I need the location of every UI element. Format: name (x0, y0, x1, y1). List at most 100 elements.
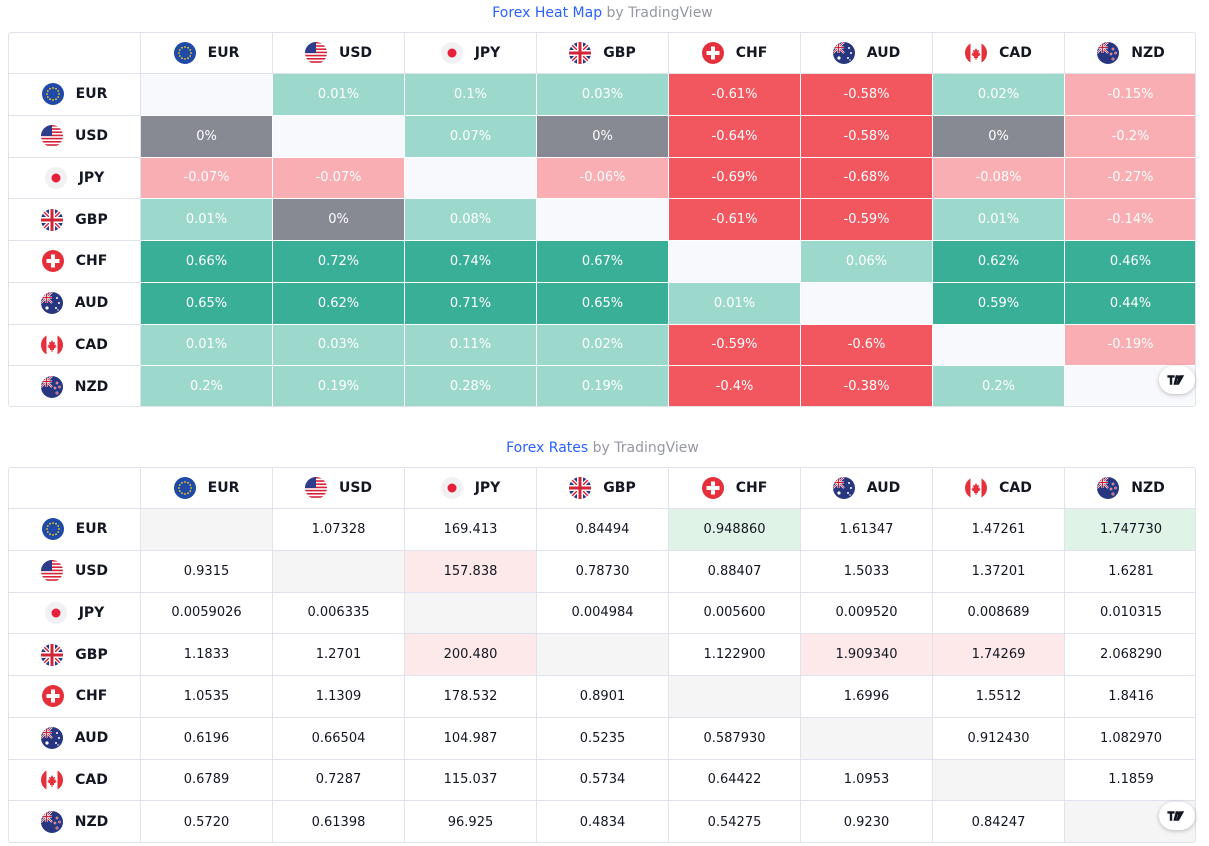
heatmap-cell[interactable]: 0.2% (933, 366, 1065, 406)
heatmap-cell[interactable]: -0.6% (801, 324, 933, 367)
heatmap-cell[interactable]: 0.01% (141, 199, 273, 241)
heatmap-cell[interactable]: 0.01% (273, 74, 405, 116)
rate-cell[interactable]: 0.5235 (537, 717, 669, 760)
row-header-gbp[interactable]: GBP (9, 634, 141, 676)
heatmap-title-link[interactable]: Forex Heat Map (492, 5, 603, 21)
rate-cell[interactable]: 1.122900 (669, 634, 801, 676)
heatmap-cell[interactable]: 0.03% (273, 324, 405, 367)
rate-cell[interactable]: 1.2701 (273, 634, 405, 676)
heatmap-cell[interactable]: 0.59% (933, 282, 1065, 325)
rate-cell[interactable]: 0.54275 (669, 801, 801, 842)
heatmap-cell[interactable]: -0.08% (933, 157, 1065, 200)
heatmap-cell[interactable]: -0.59% (801, 199, 933, 241)
rate-cell[interactable]: 157.838 (405, 550, 537, 593)
heatmap-cell[interactable]: 0.19% (537, 366, 669, 406)
heatmap-cell[interactable]: -0.07% (273, 157, 405, 200)
rate-cell[interactable]: 0.9230 (801, 801, 933, 842)
rate-cell[interactable]: 0.004984 (537, 592, 669, 635)
rate-cell[interactable]: 0.006335 (273, 592, 405, 635)
rate-cell[interactable]: 1.5033 (801, 550, 933, 593)
heatmap-cell[interactable]: 0.67% (537, 241, 669, 283)
heatmap-cell[interactable]: 0.03% (537, 74, 669, 116)
rate-cell[interactable]: 0.6789 (141, 759, 273, 802)
column-header-nzd[interactable]: NZD (1065, 468, 1195, 509)
rate-cell[interactable]: 0.0059026 (141, 592, 273, 635)
rate-cell[interactable]: 115.037 (405, 759, 537, 802)
column-header-usd[interactable]: USD (273, 33, 405, 74)
column-header-gbp[interactable]: GBP (537, 468, 669, 509)
heatmap-cell[interactable]: 0.06% (801, 241, 933, 283)
heatmap-cell[interactable]: 0% (933, 115, 1065, 158)
row-header-aud[interactable]: AUD (9, 282, 141, 325)
rate-cell[interactable]: 178.532 (405, 676, 537, 718)
heatmap-cell[interactable]: 0.72% (273, 241, 405, 283)
heatmap-cell[interactable]: 0.2% (141, 366, 273, 406)
rate-cell[interactable]: 0.6196 (141, 717, 273, 760)
rate-cell[interactable]: 1.5512 (933, 676, 1065, 718)
rate-cell[interactable]: 0.948860 (669, 509, 801, 551)
row-header-chf[interactable]: CHF (9, 676, 141, 718)
heatmap-cell[interactable]: 0.08% (405, 199, 537, 241)
rate-cell[interactable]: 1.1859 (1065, 759, 1195, 802)
heatmap-cell[interactable]: 0.62% (933, 241, 1065, 283)
column-header-eur[interactable]: EUR (141, 468, 273, 509)
rate-cell[interactable]: 0.61398 (273, 801, 405, 842)
rates-title-by[interactable]: by TradingView (592, 440, 699, 456)
heatmap-cell[interactable]: -0.61% (669, 199, 801, 241)
rate-cell[interactable]: 1.1309 (273, 676, 405, 718)
rate-cell[interactable]: 0.587930 (669, 717, 801, 760)
rate-cell[interactable]: 1.37201 (933, 550, 1065, 593)
rate-cell[interactable]: 1.61347 (801, 509, 933, 551)
row-header-cad[interactable]: CAD (9, 324, 141, 367)
rate-cell[interactable]: 1.07328 (273, 509, 405, 551)
heatmap-cell[interactable]: -0.58% (801, 74, 933, 116)
heatmap-cell[interactable]: -0.68% (801, 157, 933, 200)
row-header-eur[interactable]: EUR (9, 74, 141, 116)
heatmap-cell[interactable]: 0.02% (933, 74, 1065, 116)
heatmap-cell[interactable]: -0.27% (1065, 157, 1195, 200)
heatmap-cell[interactable]: 0.01% (669, 282, 801, 325)
row-header-usd[interactable]: USD (9, 550, 141, 593)
rate-cell[interactable]: 0.008689 (933, 592, 1065, 635)
rate-cell[interactable]: 104.987 (405, 717, 537, 760)
rate-cell[interactable]: 0.005600 (669, 592, 801, 635)
rate-cell[interactable]: 0.84494 (537, 509, 669, 551)
heatmap-cell[interactable]: 0% (537, 115, 669, 158)
rate-cell[interactable]: 1.6996 (801, 676, 933, 718)
heatmap-cell[interactable]: 0.62% (273, 282, 405, 325)
rate-cell[interactable]: 0.84247 (933, 801, 1065, 842)
heatmap-cell[interactable]: 0.1% (405, 74, 537, 116)
rate-cell[interactable]: 2.068290 (1065, 634, 1195, 676)
row-header-cad[interactable]: CAD (9, 759, 141, 802)
heatmap-cell[interactable]: 0.11% (405, 324, 537, 367)
rate-cell[interactable]: 1.74269 (933, 634, 1065, 676)
rates-title-link[interactable]: Forex Rates (506, 440, 589, 456)
heatmap-cell[interactable]: 0.01% (933, 199, 1065, 241)
tradingview-badge[interactable] (1159, 366, 1195, 394)
column-header-aud[interactable]: AUD (801, 468, 933, 509)
rate-cell[interactable]: 0.64422 (669, 759, 801, 802)
rate-cell[interactable]: 0.5720 (141, 801, 273, 842)
heatmap-cell[interactable]: -0.38% (801, 366, 933, 406)
heatmap-cell[interactable]: -0.2% (1065, 115, 1195, 158)
rate-cell[interactable]: 1.1833 (141, 634, 273, 676)
rate-cell[interactable]: 169.413 (405, 509, 537, 551)
column-header-eur[interactable]: EUR (141, 33, 273, 74)
heatmap-cell[interactable]: 0.74% (405, 241, 537, 283)
heatmap-cell[interactable]: 0% (273, 199, 405, 241)
row-header-aud[interactable]: AUD (9, 717, 141, 760)
heatmap-cell[interactable]: 0.71% (405, 282, 537, 325)
tradingview-badge-rates[interactable] (1159, 802, 1195, 830)
rate-cell[interactable]: 1.47261 (933, 509, 1065, 551)
heatmap-cell[interactable]: -0.15% (1065, 74, 1195, 116)
rate-cell[interactable]: 0.4834 (537, 801, 669, 842)
column-header-jpy[interactable]: JPY (405, 33, 537, 74)
heatmap-cell[interactable]: -0.06% (537, 157, 669, 200)
heatmap-cell[interactable]: -0.19% (1065, 324, 1195, 367)
column-header-gbp[interactable]: GBP (537, 33, 669, 74)
rate-cell[interactable]: 0.009520 (801, 592, 933, 635)
rate-cell[interactable]: 200.480 (405, 634, 537, 676)
heatmap-cell[interactable]: 0.07% (405, 115, 537, 158)
heatmap-cell[interactable]: -0.59% (669, 324, 801, 367)
heatmap-cell[interactable]: 0.19% (273, 366, 405, 406)
